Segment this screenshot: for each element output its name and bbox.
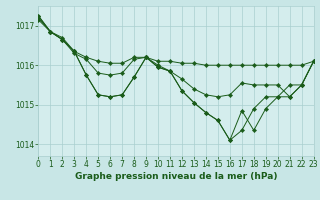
X-axis label: Graphe pression niveau de la mer (hPa): Graphe pression niveau de la mer (hPa) bbox=[75, 172, 277, 181]
